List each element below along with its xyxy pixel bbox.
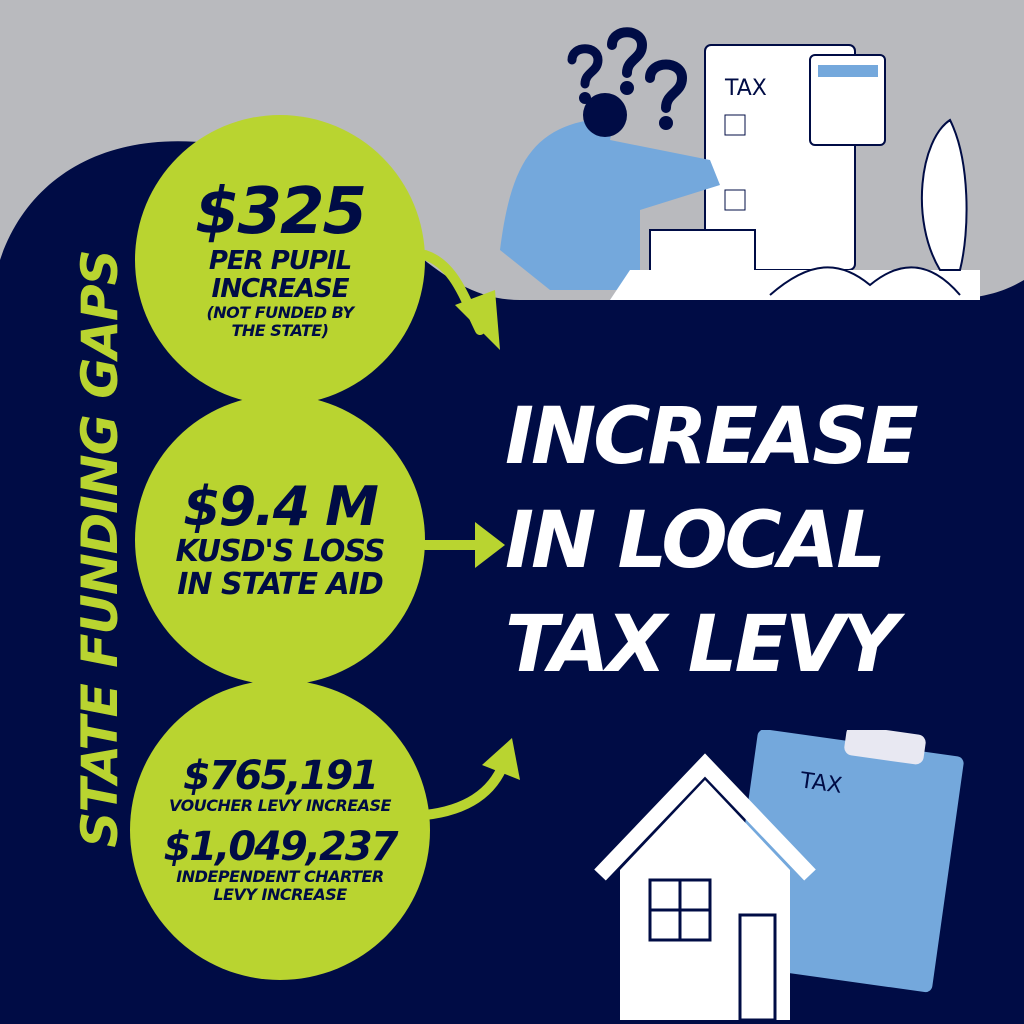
headline-line: INCREASE [505, 392, 919, 482]
stat-circle-levy: $765,191 VOUCHER LEVY INCREASE $1,049,23… [130, 680, 430, 980]
label: LEVY INCREASE [213, 885, 347, 905]
headline: INCREASE IN LOCAL TAX LEVY [505, 385, 1005, 697]
arrowhead-icon [475, 522, 505, 568]
amount: $765,191 [182, 753, 379, 800]
calculator-icon [809, 54, 886, 146]
headline-line: TAX LEVY [505, 600, 899, 690]
headline-line: IN LOCAL [505, 496, 886, 586]
confused-person-illustration: TAX [500, 27, 980, 300]
door-icon [738, 913, 777, 1020]
label: INCREASE [211, 274, 350, 305]
tax-label: TAX [798, 768, 844, 799]
label: PER PUPIL [208, 245, 352, 276]
house-tax-illustration: TAX [594, 730, 966, 1020]
note: THE STATE) [231, 321, 329, 341]
arrowhead-icon [455, 290, 500, 350]
plant-icon [920, 118, 968, 271]
question-mark-icons [567, 27, 688, 130]
arrowhead-icon [482, 738, 520, 780]
amount: $9.4 M [183, 474, 379, 538]
stat-circle-state-aid: $9.4 M KUSD'S LOSS IN STATE AID [135, 395, 425, 685]
amount: $1,049,237 [163, 823, 398, 870]
note: (NOT FUNDED BY [206, 302, 354, 322]
label: IN STATE AID [177, 567, 383, 603]
amount: $325 [194, 175, 367, 250]
label: VOUCHER LEVY INCREASE [169, 796, 391, 816]
label: KUSD'S LOSS [175, 534, 386, 570]
tax-label: TAX [724, 76, 767, 101]
stat-circle-per-pupil: $325 PER PUPIL INCREASE (NOT FUNDED BY T… [135, 115, 425, 405]
label: INDEPENDENT CHARTER [176, 866, 384, 886]
